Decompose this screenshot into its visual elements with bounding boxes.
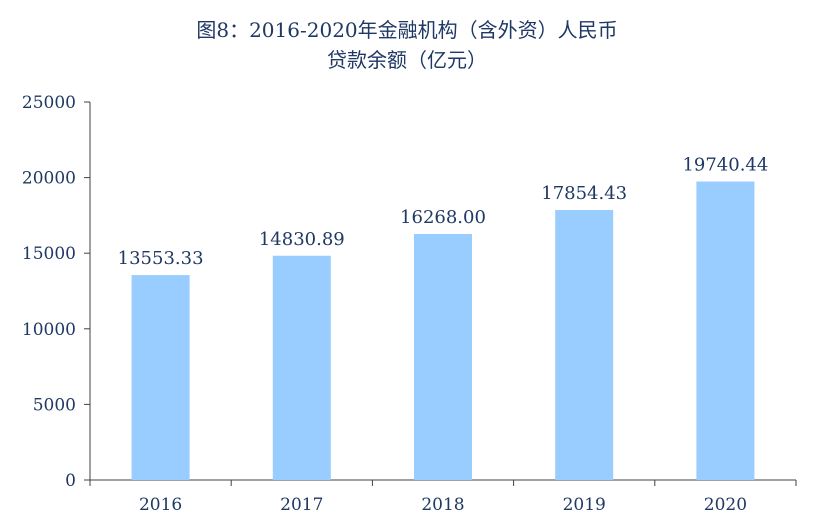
bar — [696, 181, 755, 481]
y-tick-label: 10000 — [22, 320, 76, 340]
y-tick-label: 20000 — [22, 169, 76, 189]
chart-subtitle: 贷款余额（亿元） — [327, 48, 487, 72]
x-tick-label: 2020 — [704, 495, 747, 515]
y-tick-label: 15000 — [22, 244, 76, 264]
bar — [272, 255, 331, 480]
data-label: 13553.33 — [118, 248, 204, 269]
bar — [555, 210, 614, 480]
x-tick-label: 2016 — [139, 495, 182, 515]
x-tick-label: 2019 — [563, 495, 606, 515]
y-tick-label: 5000 — [33, 395, 76, 415]
x-tick-label: 2018 — [421, 495, 464, 515]
chart-title: 图8：2016-2020年金融机构（含外资）人民币 — [196, 18, 617, 42]
bar — [131, 275, 190, 480]
chart-title-group: 图8：2016-2020年金融机构（含外资）人民币 贷款余额（亿元） — [196, 18, 617, 72]
bar — [414, 234, 472, 480]
data-label: 14830.89 — [259, 229, 345, 250]
data-label: 16268.00 — [400, 207, 486, 228]
y-tick-label: 25000 — [22, 93, 76, 113]
y-tick-label: 0 — [65, 471, 76, 491]
data-label: 19740.44 — [682, 155, 768, 176]
plot-area: 0 5000 10000 15000 20000 25000 13553.33 2016 148… — [22, 93, 797, 515]
data-label: 17854.43 — [541, 183, 627, 204]
x-tick-label: 2017 — [280, 495, 323, 515]
